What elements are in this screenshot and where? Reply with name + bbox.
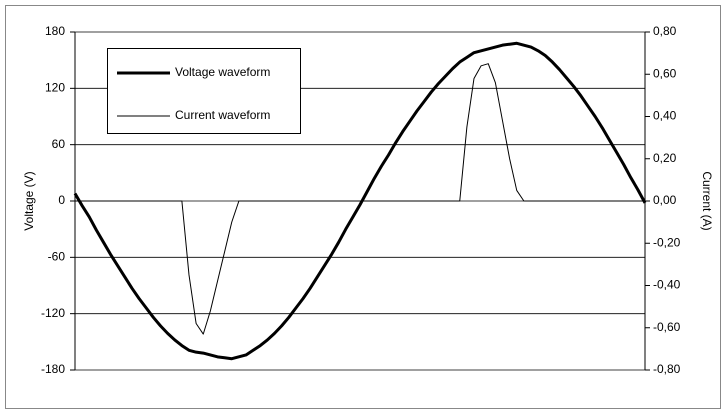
series-line xyxy=(75,63,645,335)
y-tick-label: -60 xyxy=(48,250,66,264)
y2-tick-label: -0,80 xyxy=(653,362,681,376)
y-tick-label: -180 xyxy=(41,362,65,376)
y-tick-label: -120 xyxy=(41,306,65,320)
y-tick-label: 180 xyxy=(45,24,65,38)
legend-box xyxy=(107,48,301,134)
y-tick-label: 60 xyxy=(52,137,66,151)
y-tick-label: 120 xyxy=(45,81,65,95)
y2-tick-label: 0,80 xyxy=(653,24,677,38)
y2-tick-label: -0,60 xyxy=(653,320,681,334)
y-tick-label: 0 xyxy=(58,193,65,207)
y2-tick-label: 0,00 xyxy=(653,193,677,207)
y2-tick-label: -0,20 xyxy=(653,235,681,249)
series-line xyxy=(73,41,647,361)
y2-tick-label: 0,60 xyxy=(653,66,677,80)
y2-tick-label: 0,40 xyxy=(653,109,677,123)
y-axis-label: Voltage (V) xyxy=(22,171,36,230)
legend-label: Current waveform xyxy=(175,108,270,122)
y2-tick-label: -0,40 xyxy=(653,278,681,292)
y2-axis-label: Current (A) xyxy=(700,171,714,230)
legend-label: Voltage waveform xyxy=(175,65,270,79)
y2-tick-label: 0,20 xyxy=(653,151,677,165)
